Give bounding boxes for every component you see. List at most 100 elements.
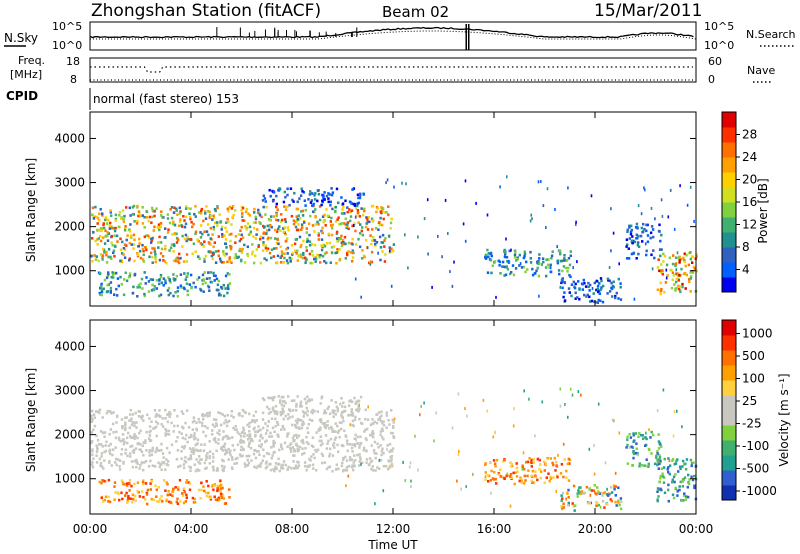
echo-cell [366,220,369,224]
colorbar-swatch [722,157,736,173]
echo-cell [262,205,265,209]
echo-cell [289,450,293,453]
echo-cell [506,472,509,476]
echo-cell [363,209,366,213]
echo-cell [256,228,259,231]
echo-cell [563,257,566,260]
echo-cell [298,197,301,200]
echo-cell [608,290,612,293]
echo-cell [218,292,221,296]
echo-cell [370,217,374,221]
echo-cell [144,441,147,445]
echo-cell [365,449,368,453]
echo-cell [368,433,372,437]
echo-cell [194,436,197,440]
echo-cell [341,208,344,211]
echo-cell [294,225,298,229]
echo-cell [272,247,276,250]
echo-cell [633,297,636,301]
velocity-colorbar-label: Velocity [m s⁻¹] [777,373,791,466]
echo-cell [371,434,374,437]
echo-cell [275,241,278,245]
echo-cell [599,277,603,280]
echo-cell [498,260,502,264]
echo-cell [171,233,174,236]
echo-cell [346,221,350,224]
echo-cell [308,243,312,247]
echo-cell [300,228,303,231]
echo-cell [158,279,161,282]
echo-cell [609,498,612,501]
echo-cell [314,208,317,211]
echo-cell [301,209,305,213]
echo-cell [457,392,460,396]
echo-cell [563,458,566,461]
echo-cell [152,288,156,292]
echo-cell [199,231,202,234]
echo-cell [294,464,298,468]
echo-cell [391,418,394,422]
echo-cell [117,492,120,495]
echo-cell [695,255,698,258]
echo-cell [351,259,354,263]
echo-cell [259,435,262,438]
echo-cell [539,470,543,473]
echo-cell [361,461,364,465]
echo-cell [128,228,131,232]
echo-cell [202,290,205,293]
echo-cell [408,465,411,469]
echo-cell [160,247,164,251]
echo-cell [344,242,347,245]
freq-label-line1: Freq. [18,54,45,67]
echo-cell [136,295,139,298]
echo-cell [628,224,631,228]
echo-cell [536,260,538,264]
echo-cell [375,421,379,425]
echo-cell [633,240,637,244]
echo-cell [103,242,107,245]
echo-cell [234,255,238,258]
echo-cell [546,187,549,191]
echo-cell [643,186,645,190]
echo-cell [530,461,533,465]
echo-cell [239,441,243,444]
echo-cell [552,463,555,467]
echo-cell [655,456,658,459]
echo-cell [567,257,571,260]
echo-cell [534,434,536,438]
echo-cell [286,187,289,191]
echo-cell [113,498,116,501]
echo-cell [662,388,665,392]
echo-cell [644,242,647,246]
echo-cell [629,232,633,236]
echo-cell [240,434,243,438]
echo-cell [316,220,319,224]
echo-cell [107,500,110,503]
echo-cell [148,236,151,239]
echo-cell [197,417,200,421]
echo-cell [358,446,361,449]
echo-cell [343,235,347,239]
echo-cell [693,474,696,478]
echo-cell [182,260,186,263]
echo-cell [264,422,267,425]
echo-cell [292,460,295,463]
echo-cell [204,491,208,495]
echo-cell [341,415,344,419]
echo-cell [154,260,157,264]
echo-cell [167,429,171,433]
echo-cell [529,257,532,260]
echo-cell [693,267,696,270]
echo-cell [179,256,182,260]
echo-cell [274,424,277,428]
echo-cell [378,220,381,224]
echo-cell [514,267,518,270]
echo-cell [360,441,363,445]
echo-cell [558,272,561,276]
echo-cell [678,258,681,262]
echo-cell [327,200,330,204]
echo-cell [159,293,163,297]
echo-cell [279,220,283,223]
echo-cell [327,192,330,195]
echo-cell [619,497,623,500]
